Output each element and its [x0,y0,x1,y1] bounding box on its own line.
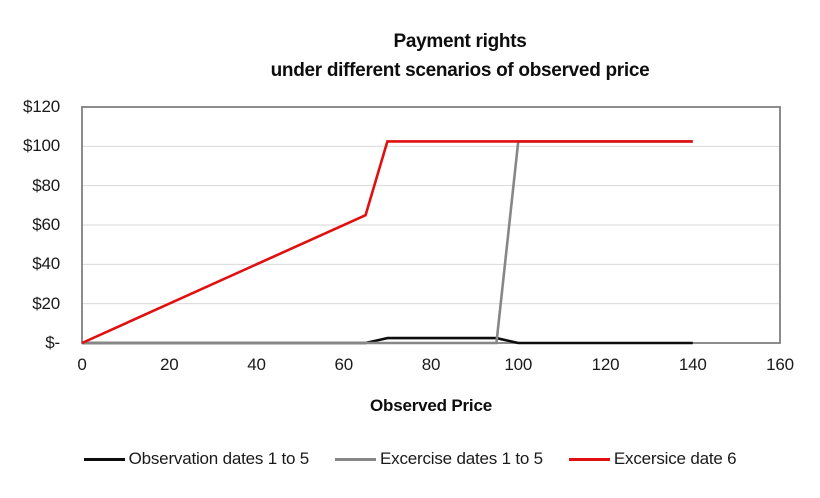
legend-label: Observation dates 1 to 5 [128,449,310,468]
series-line-excersice-date-6 [81,140,693,345]
y-tick-40: $40 [32,254,60,274]
x-tick-20: 20 [159,355,179,374]
legend: Observation dates 1 to 5 Excercise dates… [0,449,820,469]
y-tick-120: $120 [22,97,60,116]
gray-line-swatch-icon [335,457,377,461]
legend-item-excercise-dates-1-5: Excercise dates 1 to 5 [335,449,543,469]
y-tick-0: $- [45,333,60,352]
series-lines [81,140,693,345]
x-axis-title: Observed Price [370,396,492,415]
legend-item-excersice-date-6: Excersice date 6 [568,449,737,469]
legend-label: Excersice date 6 [613,449,737,468]
x-tick-0: 0 [77,355,87,374]
y-tick-80: $80 [32,175,60,195]
black-line-swatch-icon [83,457,125,461]
y-tick-60: $60 [32,215,60,234]
legend-label: Excercise dates 1 to 5 [380,449,543,468]
x-tick-100: 100 [504,355,533,374]
x-tick-80: 80 [421,355,441,374]
x-tick-140: 140 [678,355,707,374]
chart-title-line2: under different scenarios of observed pr… [270,60,650,81]
gridlines [82,145,780,305]
series-line-excercise-dates-1-to-5 [82,140,693,345]
x-tick-60: 60 [334,355,353,374]
legend-item-observation-dates: Observation dates 1 to 5 [83,449,310,469]
x-tick-160: 160 [766,355,794,374]
chart-title-line1: Payment rights [393,31,527,52]
y-tick-20: $20 [32,293,60,313]
x-tick-40: 40 [247,355,266,374]
chart-title: Payment rights under different scenarios… [0,27,820,85]
red-line-swatch-icon [568,457,610,461]
x-tick-120: 120 [591,355,620,374]
y-tick-100: $100 [22,136,60,156]
